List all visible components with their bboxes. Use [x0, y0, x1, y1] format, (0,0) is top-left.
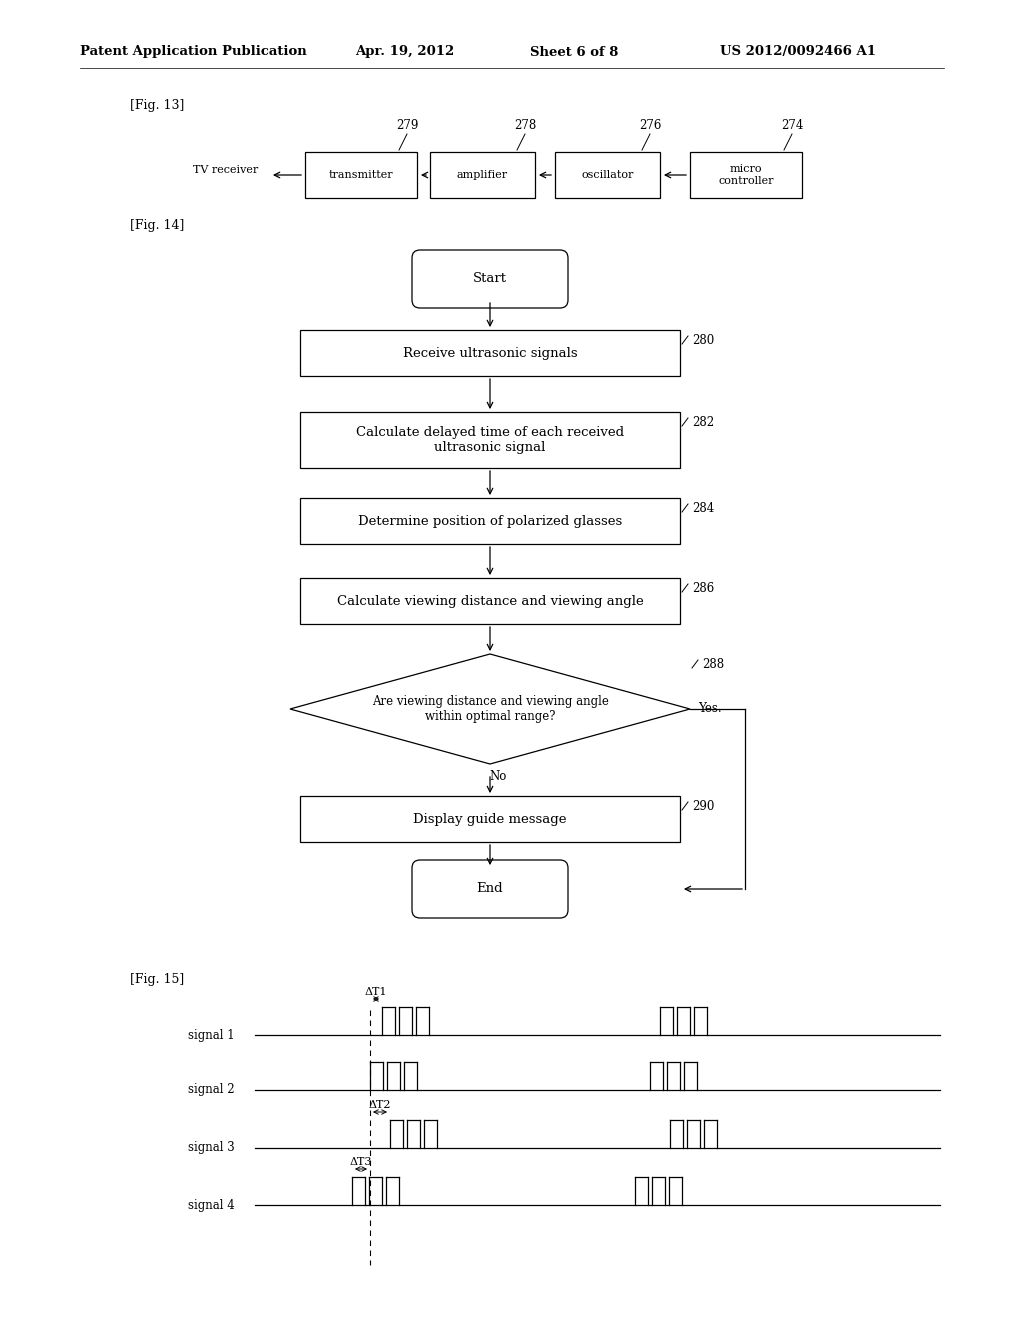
Text: Are viewing distance and viewing angle
within optimal range?: Are viewing distance and viewing angle w… [372, 696, 608, 723]
Text: Apr. 19, 2012: Apr. 19, 2012 [355, 45, 455, 58]
Text: ΔT3: ΔT3 [350, 1158, 373, 1167]
Bar [305, 152, 417, 198]
Text: 278: 278 [514, 119, 537, 132]
Text: ΔT1: ΔT1 [365, 987, 387, 997]
Bar [300, 330, 680, 376]
Text: 290: 290 [692, 800, 715, 813]
Text: Calculate delayed time of each received
ultrasonic signal: Calculate delayed time of each received … [356, 426, 624, 454]
Text: Receive ultrasonic signals: Receive ultrasonic signals [402, 346, 578, 359]
Text: signal 4: signal 4 [188, 1199, 234, 1212]
Text: [Fig. 15]: [Fig. 15] [130, 974, 184, 986]
Bar [300, 796, 680, 842]
Text: Calculate viewing distance and viewing angle: Calculate viewing distance and viewing a… [337, 594, 643, 607]
Text: TV receiver: TV receiver [193, 165, 258, 176]
Text: micro
controller: micro controller [718, 164, 774, 186]
Text: Determine position of polarized glasses: Determine position of polarized glasses [357, 515, 623, 528]
Text: ΔT2: ΔT2 [369, 1100, 391, 1110]
Text: oscillator: oscillator [582, 170, 634, 180]
Text: 282: 282 [692, 416, 714, 429]
Bar [430, 152, 535, 198]
FancyBboxPatch shape [412, 861, 568, 917]
Text: 274: 274 [781, 119, 803, 132]
Text: Start: Start [473, 272, 507, 285]
Text: Sheet 6 of 8: Sheet 6 of 8 [530, 45, 618, 58]
Text: Display guide message: Display guide message [414, 813, 566, 825]
Text: 279: 279 [396, 119, 418, 132]
Text: No: No [489, 770, 507, 783]
Text: 276: 276 [639, 119, 662, 132]
Bar [300, 578, 680, 624]
Text: 288: 288 [702, 657, 724, 671]
Text: 286: 286 [692, 582, 715, 595]
Bar [300, 412, 680, 469]
Text: US 2012/0092466 A1: US 2012/0092466 A1 [720, 45, 876, 58]
Text: Yes.: Yes. [698, 702, 722, 715]
Text: [Fig. 13]: [Fig. 13] [130, 99, 184, 111]
Text: 284: 284 [692, 502, 715, 515]
Bar [690, 152, 802, 198]
Text: Patent Application Publication: Patent Application Publication [80, 45, 307, 58]
FancyBboxPatch shape [412, 249, 568, 308]
Text: signal 3: signal 3 [188, 1142, 234, 1155]
Text: transmitter: transmitter [329, 170, 393, 180]
Text: amplifier: amplifier [457, 170, 508, 180]
Text: signal 1: signal 1 [188, 1028, 234, 1041]
Text: signal 2: signal 2 [188, 1084, 234, 1097]
Text: End: End [477, 883, 504, 895]
Bar [555, 152, 660, 198]
Text: [Fig. 14]: [Fig. 14] [130, 219, 184, 232]
Text: 280: 280 [692, 334, 715, 347]
Polygon shape [290, 653, 690, 764]
Bar [300, 498, 680, 544]
